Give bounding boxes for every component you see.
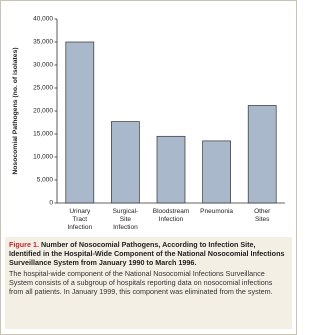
bar (111, 121, 140, 204)
x-tick-label: Urinary Tract Infection (68, 208, 93, 231)
figure-label: Figure 1. (9, 240, 39, 249)
y-tick-label: 10,000 (33, 154, 53, 161)
bar (202, 140, 231, 204)
y-tick-label: 40,000 (33, 16, 53, 23)
y-tick-label: 0 (49, 200, 53, 207)
x-tick-label: Other Sites (254, 208, 271, 223)
y-tick-label: 15,000 (33, 131, 53, 138)
caption-text: The hospital-wide component of the Natio… (9, 269, 273, 296)
y-tick-label: 25,000 (33, 85, 53, 92)
figure: Nosocomial Pathogens (no. of isolates) 0… (0, 0, 297, 335)
y-axis-title: Nosocomial Pathogens (no. of isolates) (12, 47, 19, 174)
bar (156, 135, 186, 204)
y-tick-label: 35,000 (33, 39, 53, 46)
bar (247, 105, 277, 204)
x-tick-label: Pneumonia (200, 208, 233, 215)
bar (65, 41, 95, 204)
x-tick-label: Bloodstream Infection (153, 208, 190, 223)
caption-title: Number of Nosocomial Pathogens, Accordin… (9, 240, 285, 267)
y-tick-label: 30,000 (33, 62, 53, 69)
caption: Figure 1. Number of Nosocomial Pathogens… (5, 237, 292, 329)
y-tick-label: 20,000 (33, 108, 53, 115)
y-tick-label: 5,000 (37, 177, 54, 184)
x-tick-label: Surgical-Site Infection (113, 208, 139, 231)
chart: Nosocomial Pathogens (no. of isolates) 0… (12, 16, 285, 231)
